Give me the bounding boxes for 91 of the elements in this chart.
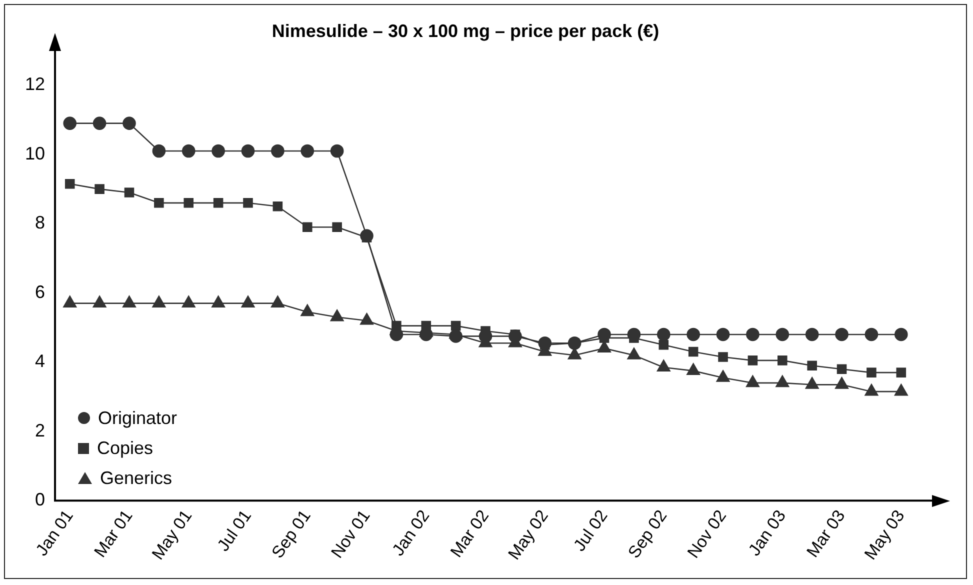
chart-title: Nimesulide – 30 x 100 mg – price per pack (€) [272, 20, 660, 41]
point [746, 328, 760, 342]
x-tick-label: Nov 01 [327, 506, 374, 562]
point [568, 348, 582, 360]
point [776, 375, 790, 388]
x-tick-label: Mar 02 [446, 506, 493, 561]
x-tick-label: Jan 03 [744, 506, 790, 560]
point [656, 328, 670, 342]
point [182, 144, 196, 158]
y-tick-label: 2 [35, 420, 46, 440]
point [122, 296, 136, 308]
x-tick-label: Jul 01 [214, 506, 256, 555]
point [449, 330, 462, 343]
y-tick-label: 12 [24, 74, 46, 94]
point [271, 144, 284, 158]
point [152, 144, 166, 158]
y-tick-label: 4 [35, 351, 46, 372]
y-tick-label: 8 [35, 212, 46, 233]
point [63, 116, 77, 130]
point [92, 296, 106, 308]
point [330, 144, 344, 158]
point [716, 328, 730, 342]
legend-label: Originator [98, 408, 178, 429]
point [805, 377, 819, 389]
point [748, 356, 758, 366]
point [835, 328, 848, 342]
x-tick-label: Jul 02 [570, 506, 612, 555]
point [538, 336, 552, 350]
point [686, 328, 700, 342]
x-tick-label: Mar 01 [90, 506, 136, 561]
point [656, 360, 670, 372]
legend-label: Generics [100, 468, 172, 489]
point [184, 198, 194, 208]
point [64, 178, 75, 189]
point [419, 328, 433, 342]
point [270, 296, 284, 308]
point [716, 370, 730, 382]
point [152, 296, 166, 308]
point [688, 346, 698, 357]
point [658, 340, 669, 350]
point [212, 296, 226, 308]
point [805, 328, 819, 342]
point [272, 201, 283, 212]
point [686, 363, 700, 375]
point [390, 328, 404, 342]
point [213, 198, 224, 208]
point [896, 368, 906, 378]
point [302, 222, 312, 232]
point [124, 188, 134, 198]
point [122, 116, 136, 130]
point [894, 328, 908, 342]
point [94, 184, 104, 194]
point [332, 222, 342, 232]
point [746, 375, 760, 388]
point [212, 144, 225, 158]
x-tick-label: Sep 01 [268, 506, 314, 562]
point [92, 116, 106, 130]
point [300, 144, 314, 158]
point [330, 310, 344, 322]
point [508, 330, 522, 343]
point [450, 320, 461, 331]
point [154, 198, 164, 208]
point [627, 328, 641, 342]
x-tick-label: Jan 02 [388, 506, 434, 560]
point [864, 328, 878, 342]
point [866, 368, 876, 378]
point [864, 384, 878, 396]
point [360, 312, 374, 325]
point [241, 144, 255, 158]
point [627, 348, 641, 360]
x-tick-label: Nov 02 [684, 506, 730, 562]
point [776, 328, 790, 342]
point [360, 229, 374, 242]
point [243, 198, 253, 208]
x-tick-label: Mar 03 [802, 506, 849, 561]
y-tick-label: 6 [35, 282, 46, 302]
point [241, 296, 255, 308]
point [300, 304, 314, 316]
point [894, 384, 908, 396]
point [836, 364, 847, 374]
x-tick-label: Sep 02 [624, 506, 671, 562]
point [182, 296, 196, 308]
point [598, 340, 611, 352]
y-tick-label: 10 [24, 143, 46, 164]
point [778, 356, 788, 366]
point [835, 377, 848, 389]
point [478, 330, 492, 343]
point [807, 360, 817, 371]
point [63, 296, 77, 308]
point [718, 352, 728, 362]
legend-label: Copies [97, 438, 154, 459]
